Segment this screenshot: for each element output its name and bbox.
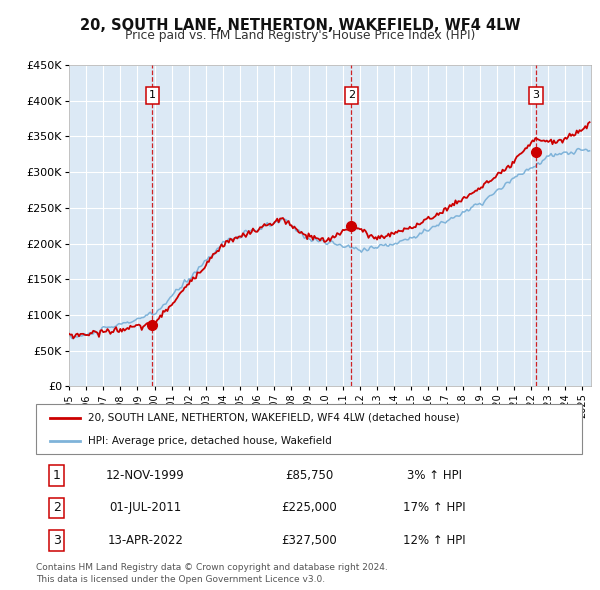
Text: 17% ↑ HPI: 17% ↑ HPI (403, 502, 466, 514)
Text: 3: 3 (532, 90, 539, 100)
Text: This data is licensed under the Open Government Licence v3.0.: This data is licensed under the Open Gov… (36, 575, 325, 584)
Text: £225,000: £225,000 (281, 502, 337, 514)
Text: 3: 3 (53, 534, 61, 547)
Text: £85,750: £85,750 (285, 469, 333, 482)
Text: 1: 1 (149, 90, 156, 100)
Text: Contains HM Land Registry data © Crown copyright and database right 2024.: Contains HM Land Registry data © Crown c… (36, 563, 388, 572)
Text: 3% ↑ HPI: 3% ↑ HPI (407, 469, 462, 482)
Text: 12-NOV-1999: 12-NOV-1999 (106, 469, 185, 482)
FancyBboxPatch shape (36, 404, 582, 454)
Text: 2: 2 (53, 502, 61, 514)
Text: HPI: Average price, detached house, Wakefield: HPI: Average price, detached house, Wake… (88, 436, 332, 446)
Text: 20, SOUTH LANE, NETHERTON, WAKEFIELD, WF4 4LW (detached house): 20, SOUTH LANE, NETHERTON, WAKEFIELD, WF… (88, 412, 460, 422)
Text: 2: 2 (348, 90, 355, 100)
Text: £327,500: £327,500 (281, 534, 337, 547)
Text: 20, SOUTH LANE, NETHERTON, WAKEFIELD, WF4 4LW: 20, SOUTH LANE, NETHERTON, WAKEFIELD, WF… (80, 18, 520, 32)
Text: 13-APR-2022: 13-APR-2022 (107, 534, 183, 547)
Text: 01-JUL-2011: 01-JUL-2011 (109, 502, 181, 514)
Text: Price paid vs. HM Land Registry's House Price Index (HPI): Price paid vs. HM Land Registry's House … (125, 30, 475, 42)
Text: 1: 1 (53, 469, 61, 482)
Text: 12% ↑ HPI: 12% ↑ HPI (403, 534, 466, 547)
